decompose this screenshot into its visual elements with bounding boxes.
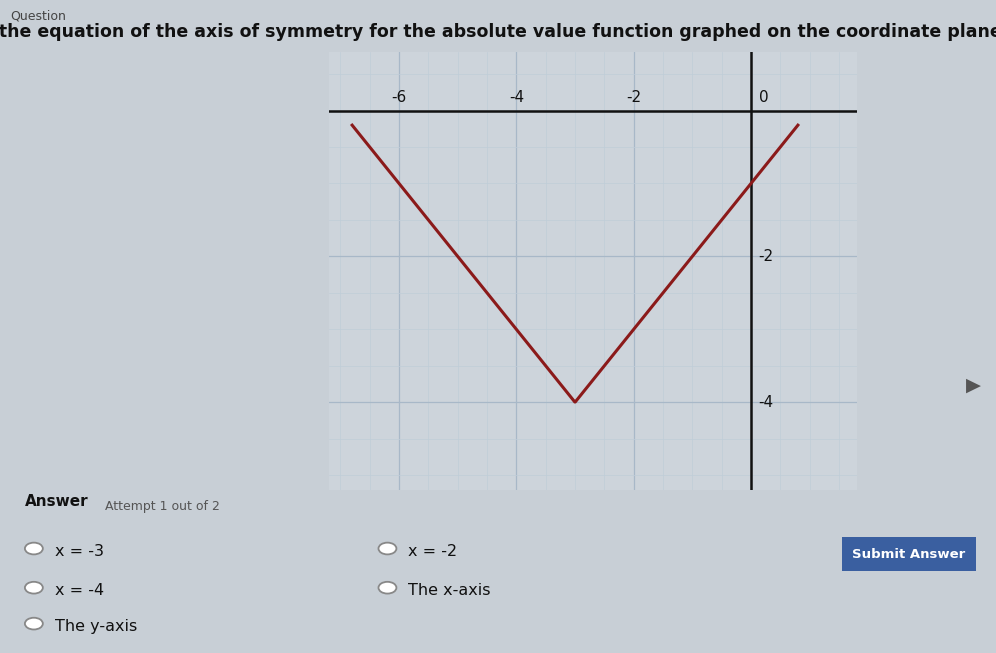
Text: Answer: Answer <box>25 494 89 509</box>
Text: Question: Question <box>10 10 66 23</box>
Text: Submit Answer: Submit Answer <box>853 548 965 561</box>
Text: Attempt 1 out of 2: Attempt 1 out of 2 <box>105 500 219 513</box>
Text: -6: -6 <box>391 89 406 104</box>
Text: -4: -4 <box>759 395 774 409</box>
Text: The x-axis: The x-axis <box>408 584 491 598</box>
Text: x = -2: x = -2 <box>408 545 457 559</box>
Text: -4: -4 <box>509 89 524 104</box>
Text: -2: -2 <box>626 89 641 104</box>
Text: The y-axis: The y-axis <box>55 620 137 634</box>
Text: x = -4: x = -4 <box>55 584 104 598</box>
Text: 0: 0 <box>759 89 768 104</box>
Text: ▶: ▶ <box>966 375 981 395</box>
Text: -2: -2 <box>759 249 774 264</box>
Text: x = -3: x = -3 <box>55 545 104 559</box>
Text: What is the equation of the axis of symmetry for the absolute value function gra: What is the equation of the axis of symm… <box>0 23 996 41</box>
